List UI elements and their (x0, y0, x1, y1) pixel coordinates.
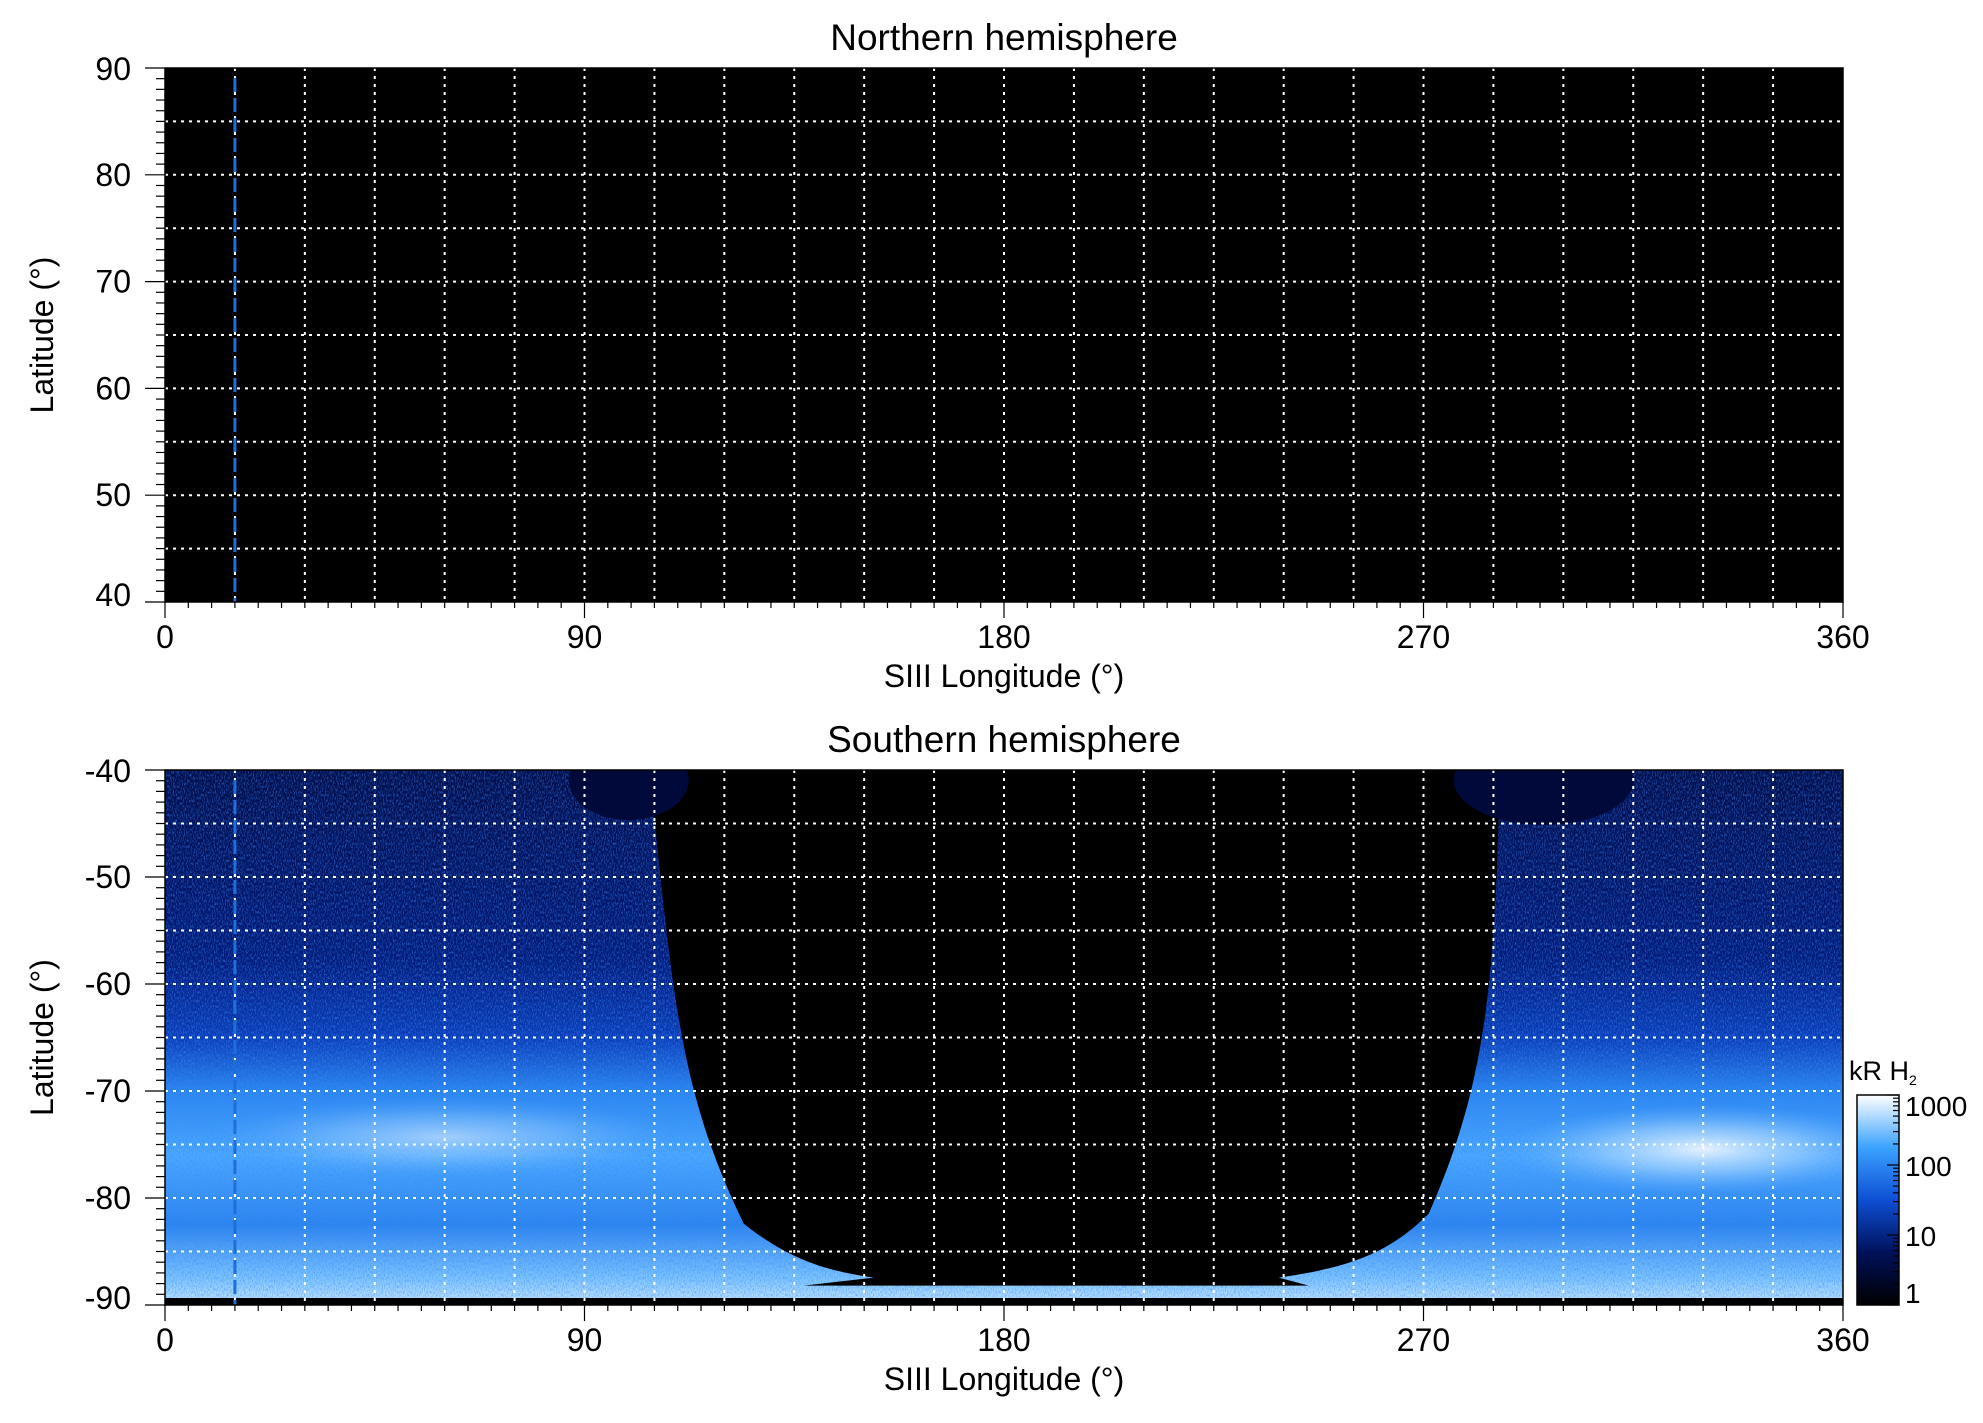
x-tick-label: 180 (977, 1322, 1030, 1358)
no-data-region (653, 770, 1499, 1286)
x-tick-label: 270 (1397, 1322, 1450, 1358)
grid (165, 68, 1843, 602)
panel-south: 0 90 180 270 360 -90 -80 -70 -60 -50 -40 Southern h… (24, 719, 1967, 1397)
y-tick-label: 60 (95, 370, 131, 406)
aurora-bright-west (214, 1097, 675, 1178)
colorbar-ticks (1887, 1094, 1899, 1306)
y-axis-label: Latitude (°) (24, 257, 60, 414)
panel-north: 0 90 180 270 360 40 50 60 70 80 90 Northern hemisph… (24, 17, 1870, 694)
y-tick-label: 80 (95, 157, 131, 193)
aurora-bright-east (1503, 1104, 1843, 1195)
x-tick-label: 270 (1397, 619, 1450, 655)
colorbar-label-sub: 2 (1909, 1072, 1917, 1088)
y-tick-label: 90 (95, 51, 131, 87)
dark-cap-left (568, 770, 689, 820)
chart-title: Southern hemisphere (827, 719, 1181, 760)
colorbar-tick-label: 1000 (1905, 1091, 1967, 1122)
x-tick-label: 180 (977, 619, 1030, 655)
y-tick-label: -80 (85, 1180, 131, 1216)
x-tick-label: 360 (1816, 619, 1869, 655)
y-tick-label: 70 (95, 264, 131, 300)
grid (165, 770, 1843, 1305)
colorbar-tick-label: 100 (1905, 1151, 1952, 1182)
y-tick-label: -90 (85, 1280, 131, 1316)
y-ticks (145, 67, 165, 603)
x-tick-label: 0 (156, 1322, 174, 1358)
y-tick-label: -50 (85, 859, 131, 895)
y-axis-label: Latitude (°) (24, 959, 60, 1116)
x-ticks (164, 602, 1844, 618)
y-tick-label: 40 (95, 577, 131, 613)
x-ticks (164, 1305, 1844, 1321)
colorbar-label-main: kR H (1849, 1056, 1909, 1086)
y-tick-label: -60 (85, 966, 131, 1002)
x-tick-label: 0 (156, 619, 174, 655)
pole-strip (165, 1298, 1843, 1305)
x-tick-label: 360 (1816, 1322, 1869, 1358)
colorbar-gradient (1856, 1094, 1900, 1306)
y-tick-label: 50 (95, 477, 131, 513)
chart-title: Northern hemisphere (830, 17, 1178, 58)
x-axis-label: SIII Longitude (°) (884, 1361, 1124, 1397)
y-tick-label: -70 (85, 1073, 131, 1109)
x-tick-label: 90 (567, 1322, 603, 1358)
x-tick-label: 90 (567, 619, 603, 655)
x-axis-label: SIII Longitude (°) (884, 658, 1124, 694)
y-tick-label: -40 (85, 753, 131, 789)
y-ticks (145, 769, 165, 1306)
colorbar-tick-label: 10 (1905, 1221, 1936, 1252)
colorbar-label: kR H2 (1849, 1056, 1917, 1088)
colorbar-tick-label: 1 (1905, 1278, 1921, 1309)
emission-map (165, 770, 1843, 1305)
dark-cap-right (1453, 770, 1634, 825)
